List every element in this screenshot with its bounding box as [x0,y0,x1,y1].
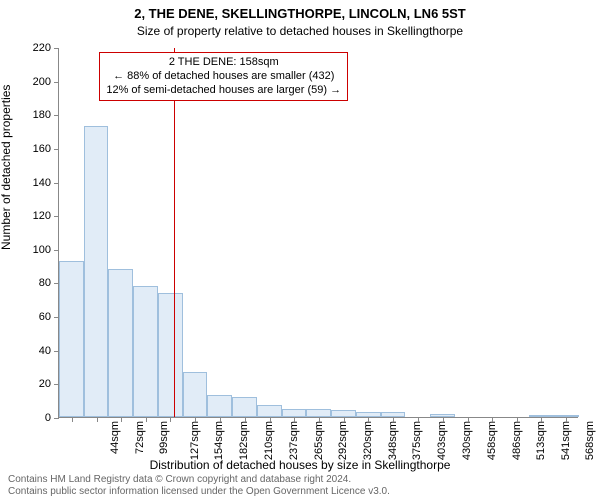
chart-title-line2: Size of property relative to detached ho… [0,24,600,38]
x-tick [220,417,221,422]
histogram-bar [207,395,232,417]
y-tick-label: 120 [33,210,59,222]
x-axis-label: Distribution of detached houses by size … [0,458,600,472]
histogram-bar [84,126,109,417]
y-tick-label: 80 [39,277,59,289]
x-tick-label: 182sqm [238,421,250,460]
x-tick [195,417,196,422]
x-tick-label: 237sqm [288,421,300,460]
x-tick-label: 458sqm [486,421,498,460]
x-tick [170,417,171,422]
histogram-bar [257,405,282,417]
x-tick-label: 154sqm [213,421,225,460]
x-tick [541,417,542,422]
x-tick [121,417,122,422]
x-tick [517,417,518,422]
y-axis-label: Number of detached properties [0,85,13,250]
histogram-bar [381,412,406,417]
x-tick [270,417,271,422]
x-tick [72,417,73,422]
y-tick-label: 220 [33,42,59,54]
x-tick [368,417,369,422]
x-tick-label: 375sqm [411,421,423,460]
x-tick-label: 541sqm [560,421,572,460]
y-tick-label: 60 [39,311,59,323]
x-tick-label: 99sqm [158,421,170,454]
histogram-bar [554,415,579,417]
x-tick [97,417,98,422]
histogram-bar [183,372,208,417]
footer-attribution: Contains HM Land Registry data © Crown c… [8,474,592,498]
x-tick-label: 568sqm [584,421,596,460]
x-tick [344,417,345,422]
annotation-line2: ← 88% of detached houses are smaller (43… [106,70,341,84]
x-tick-label: 486sqm [511,421,523,460]
x-tick-label: 513sqm [535,421,547,460]
x-tick-label: 44sqm [109,421,121,454]
histogram-bar [356,412,381,417]
x-tick [492,417,493,422]
chart-title-line1: 2, THE DENE, SKELLINGTHORPE, LINCOLN, LN… [0,6,600,21]
x-tick [443,417,444,422]
histogram-bar [282,409,307,417]
chart-container: 2, THE DENE, SKELLINGTHORPE, LINCOLN, LN… [0,0,600,500]
x-tick-label: 403sqm [437,421,449,460]
annotation-line3: 12% of semi-detached houses are larger (… [106,84,341,98]
histogram-bar [331,410,356,417]
x-tick-label: 127sqm [189,421,201,460]
histogram-bar [306,409,331,417]
x-tick-label: 265sqm [313,421,325,460]
y-tick-label: 140 [33,177,59,189]
y-tick-label: 0 [45,412,59,424]
histogram-bar [59,261,84,417]
x-tick [294,417,295,422]
x-tick [468,417,469,422]
histogram-bar [430,414,455,417]
x-tick [319,417,320,422]
x-tick [393,417,394,422]
y-tick-label: 200 [33,76,59,88]
y-tick-label: 100 [33,244,59,256]
x-tick-label: 72sqm [134,421,146,454]
histogram-bar [158,293,183,417]
y-tick-label: 20 [39,378,59,390]
annotation-box: 2 THE DENE: 158sqm← 88% of detached hous… [99,52,348,101]
x-tick [245,417,246,422]
x-tick-label: 292sqm [337,421,349,460]
histogram-bar [108,269,133,417]
footer-line1: Contains HM Land Registry data © Crown c… [8,474,592,486]
x-tick-label: 430sqm [461,421,473,460]
annotation-line1: 2 THE DENE: 158sqm [106,56,341,70]
x-tick-label: 320sqm [362,421,374,460]
y-tick-label: 180 [33,109,59,121]
histogram-bar [133,286,158,417]
histogram-bar [232,397,257,417]
x-tick-label: 210sqm [264,421,276,460]
x-tick [146,417,147,422]
reference-line [174,48,175,417]
histogram-bar [529,415,554,417]
x-tick [566,417,567,422]
plot-area: 02040608010012014016018020022044sqm72sqm… [58,48,578,418]
x-tick [418,417,419,422]
y-tick-label: 160 [33,143,59,155]
y-tick-label: 40 [39,345,59,357]
x-tick-label: 348sqm [387,421,399,460]
footer-line2: Contains public sector information licen… [8,486,592,498]
